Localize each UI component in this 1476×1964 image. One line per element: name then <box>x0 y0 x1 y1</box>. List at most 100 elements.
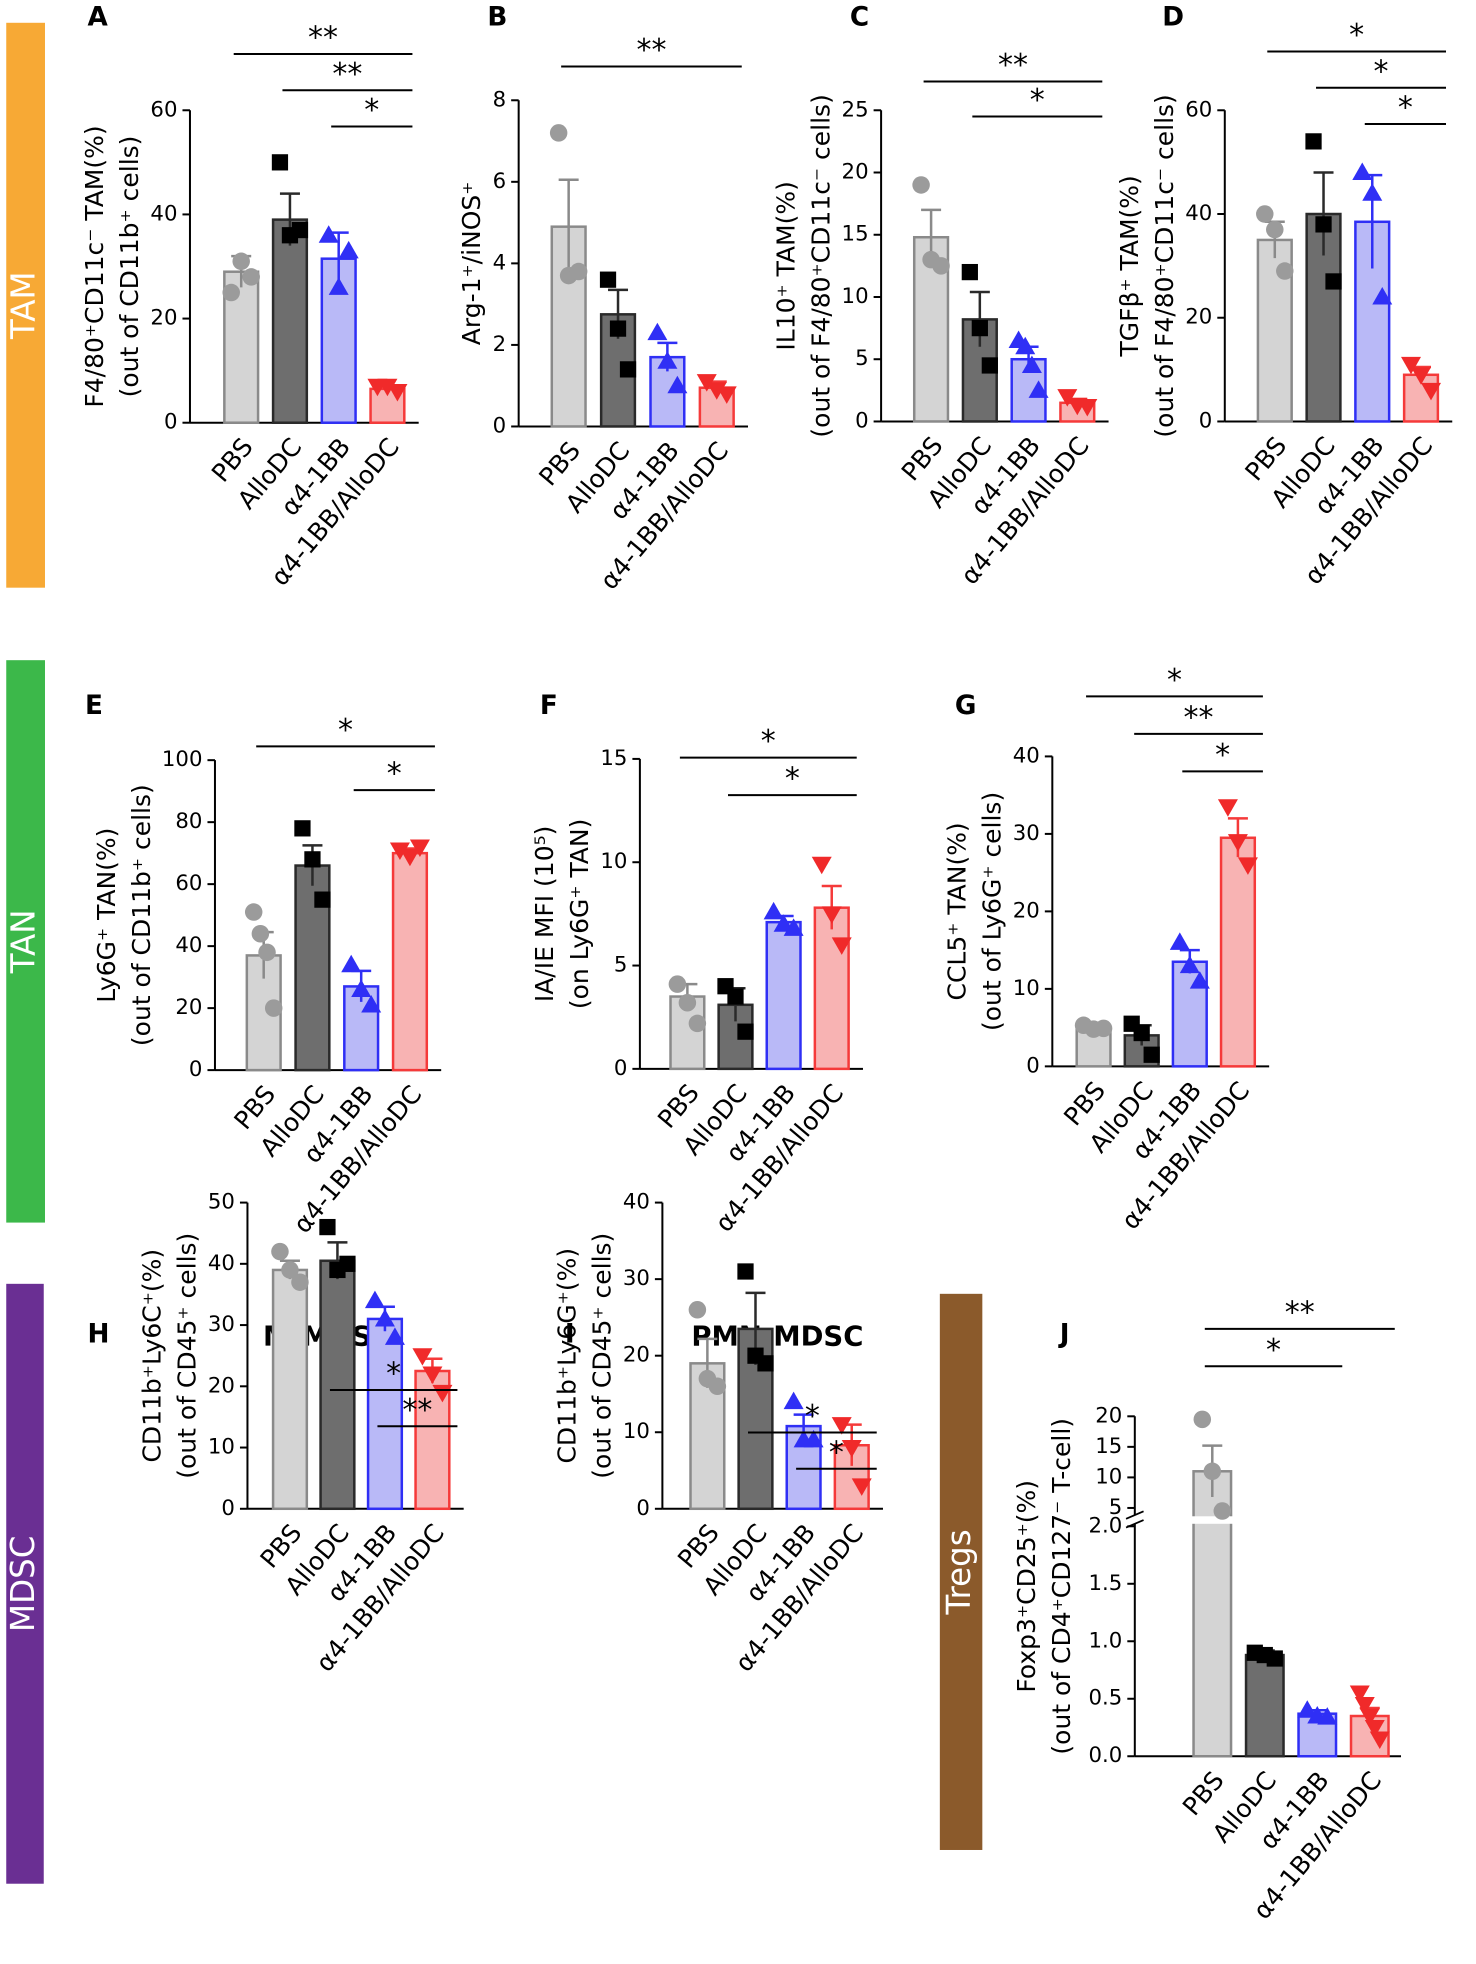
significance-label: * <box>387 757 402 792</box>
significance-label: ** <box>998 48 1028 83</box>
y-tick-label: 25 <box>842 97 869 122</box>
data-point <box>757 1355 774 1372</box>
data-point <box>1189 971 1210 989</box>
y-tick-label: 40 <box>1185 201 1212 226</box>
bar <box>391 851 429 1072</box>
section-label: TAN <box>5 909 43 974</box>
data-point <box>1325 273 1342 290</box>
data-point <box>803 1429 824 1448</box>
y-tick-label: 2.0 <box>1089 1513 1123 1538</box>
data-point <box>1369 1731 1390 1749</box>
y-tick-label: 0.5 <box>1089 1686 1123 1711</box>
error-bar <box>558 178 579 274</box>
data-point <box>783 1391 804 1410</box>
data-point <box>932 257 950 275</box>
data-point <box>328 277 349 295</box>
data-point <box>291 221 309 239</box>
y-axis-label: Ly6G⁺ TAN(%) <box>92 828 121 1003</box>
significance-label: * <box>829 1435 844 1470</box>
data-point <box>569 262 588 281</box>
data-point <box>647 322 668 341</box>
y-tick-label: 40 <box>150 201 177 226</box>
data-point <box>1179 955 1200 974</box>
y-tick-label: 0 <box>189 1057 203 1082</box>
y-axis-label: TGFβ⁺ TAM(%) <box>1115 175 1144 357</box>
y-axis-label: Foxp3⁺CD25⁺(%) <box>1012 1480 1041 1693</box>
panel-letter: H <box>87 1320 109 1350</box>
y-tick-label: 15 <box>842 222 869 247</box>
y-tick-label: 80 <box>175 809 202 834</box>
data-point <box>667 375 688 394</box>
data-point <box>244 903 263 921</box>
data-point <box>281 1261 299 1279</box>
data-point <box>1276 262 1294 280</box>
data-point <box>668 975 687 993</box>
data-point <box>242 268 260 286</box>
panel-letter: I <box>565 1320 575 1350</box>
data-point <box>339 1255 356 1272</box>
y-axis-label: CD11b⁺Ly6G⁺(%) <box>553 1248 582 1464</box>
y-tick-label: 0 <box>164 410 178 435</box>
data-point <box>549 124 568 142</box>
y-tick-label: 0 <box>1026 1053 1040 1078</box>
error-bar <box>1313 171 1334 256</box>
data-point <box>1305 133 1322 150</box>
y-tick-label: 10 <box>1095 1464 1122 1489</box>
significance-label: ** <box>636 33 666 68</box>
bar <box>271 218 309 424</box>
data-point <box>1227 834 1248 852</box>
data-point <box>811 856 832 875</box>
section-label: TAM <box>5 271 43 340</box>
data-point <box>783 918 804 936</box>
data-point <box>341 954 362 973</box>
data-point <box>387 383 408 402</box>
data-point <box>1143 1046 1160 1063</box>
data-point <box>1266 1650 1283 1667</box>
y-tick-label: 60 <box>175 871 202 896</box>
panel-letter: J <box>1058 1320 1070 1350</box>
y-tick-label: 5 <box>614 953 628 978</box>
data-point <box>232 252 250 271</box>
y-tick-label: 20 <box>175 995 202 1020</box>
data-point <box>1213 1502 1232 1520</box>
data-point <box>1372 286 1393 305</box>
data-point <box>688 1014 707 1033</box>
panel-letter: B <box>487 2 507 32</box>
significance-label: * <box>1374 54 1389 89</box>
data-point <box>1028 380 1049 398</box>
y-tick-label: 5 <box>1109 1495 1123 1520</box>
y-tick-label: 20 <box>842 160 869 185</box>
data-point <box>338 240 359 259</box>
data-point <box>412 1348 433 1366</box>
data-point <box>831 1417 852 1435</box>
y-tick-label: 10 <box>1013 976 1040 1001</box>
data-point <box>377 378 398 397</box>
y-tick-label: 20 <box>150 306 177 331</box>
data-point <box>399 848 420 867</box>
data-point <box>1421 382 1442 401</box>
significance-label: ** <box>1184 700 1214 735</box>
data-point <box>364 1290 385 1309</box>
data-point <box>678 993 697 1012</box>
bar <box>1219 836 1257 1068</box>
significance-label: * <box>364 93 379 128</box>
y-tick-label: 50 <box>208 1190 235 1215</box>
y-axis-label: (out of CD45⁺ cells) <box>173 1233 202 1479</box>
y-tick-label: 10 <box>623 1419 650 1444</box>
y-axis-label: IL10⁺ TAM(%) <box>771 181 800 350</box>
significance-label: * <box>1349 18 1364 53</box>
data-point <box>696 374 717 392</box>
panel-letter: E <box>85 691 103 721</box>
section-band <box>6 1283 44 1884</box>
y-tick-label: 100 <box>162 747 203 772</box>
y-tick-label: 40 <box>208 1251 235 1276</box>
data-point <box>1021 355 1042 373</box>
y-tick-label: 20 <box>623 1343 650 1368</box>
y-tick-label: 20 <box>1013 898 1040 923</box>
data-point <box>318 225 339 243</box>
data-point <box>831 937 852 955</box>
data-point <box>422 1366 443 1385</box>
data-point <box>1315 216 1332 233</box>
data-point <box>251 924 270 943</box>
